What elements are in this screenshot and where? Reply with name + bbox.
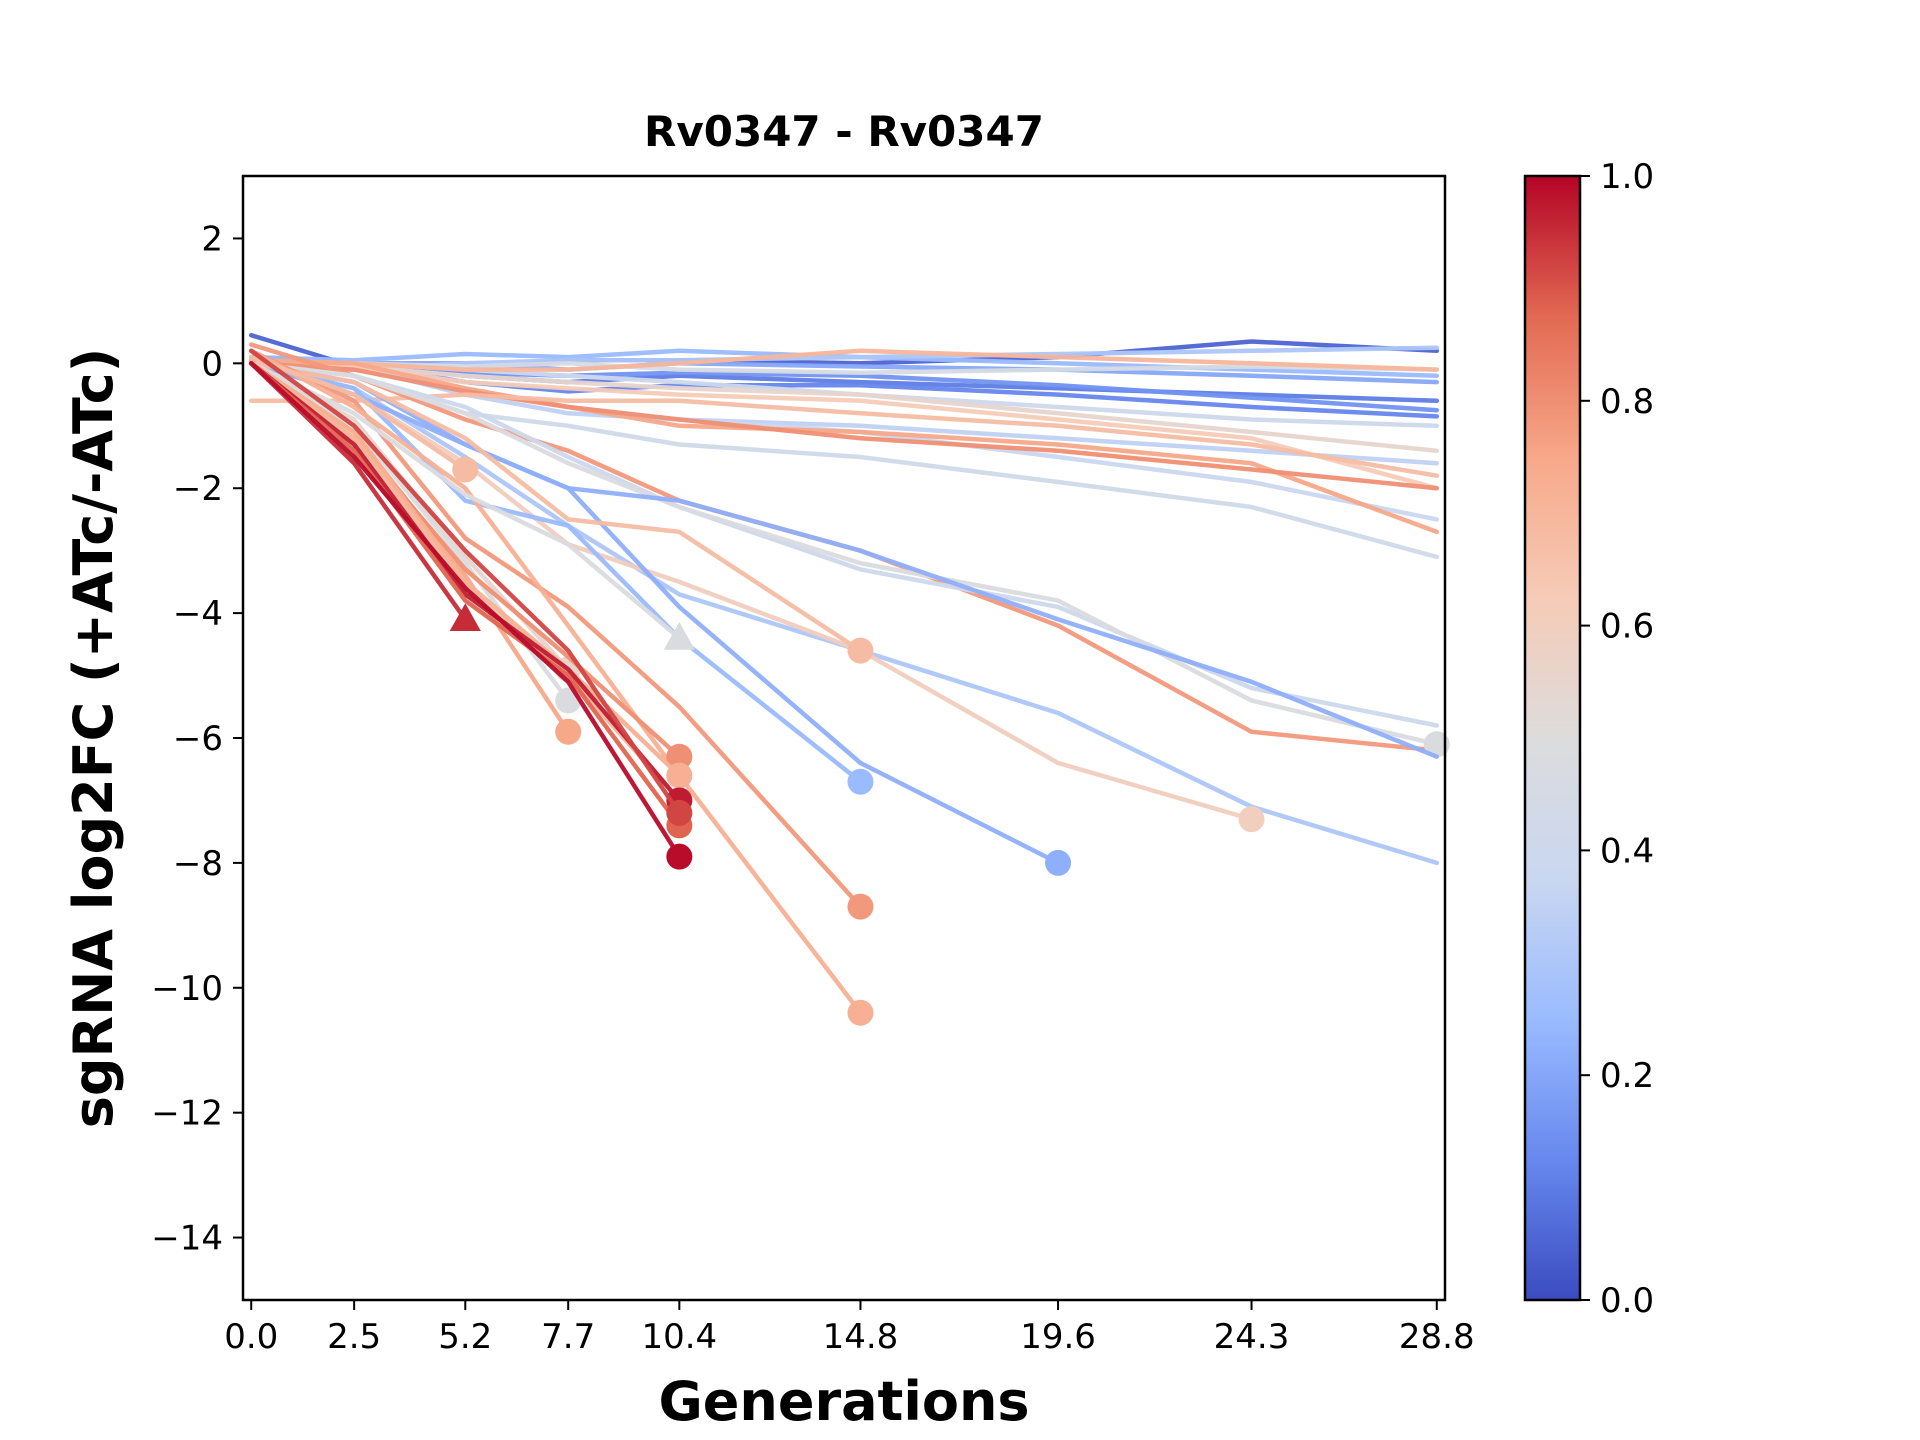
y-axis: 2 0 −2 −4 −6 −8 −10 −12 −14 <box>151 219 243 1259</box>
x-axis-label: Generations <box>658 1370 1029 1433</box>
series-line <box>248 354 468 472</box>
series-line <box>248 348 863 909</box>
colorbar-tick-label: 1.0 <box>1600 157 1654 197</box>
series-end-marker <box>666 843 693 870</box>
y-tick-label: 2 <box>201 219 223 259</box>
series-end-marker <box>1238 806 1265 833</box>
x-axis: 0.0 2.5 5.2 7.7 10.4 14.8 19.6 24.3 28.8 <box>224 1300 1475 1357</box>
plot-series-group <box>248 332 1450 1026</box>
y-tick-label: 0 <box>201 344 223 384</box>
colorbar-tick-label: 0.2 <box>1600 1056 1654 1096</box>
x-tick-label: 5.2 <box>438 1317 492 1357</box>
series-line <box>248 348 682 816</box>
series-line <box>248 357 1440 535</box>
plot-frame <box>241 174 1447 1302</box>
x-tick-label: 28.8 <box>1399 1317 1475 1357</box>
colorbar-tick-label: 0.6 <box>1600 607 1654 647</box>
series-end-marker <box>847 893 874 920</box>
series-line <box>248 348 1440 372</box>
x-tick-label: 0.0 <box>224 1317 278 1357</box>
series-line <box>248 361 682 828</box>
series-end-marker <box>449 603 481 632</box>
y-tick-label: −12 <box>151 1094 223 1134</box>
y-tick-label: −6 <box>173 719 223 759</box>
series-end-marker <box>847 999 874 1026</box>
x-tick-label: 14.8 <box>823 1317 899 1357</box>
y-tick-label: −14 <box>151 1219 223 1259</box>
series-end-marker <box>666 743 693 770</box>
series-line <box>248 361 1440 491</box>
series-end-marker <box>452 456 479 483</box>
series-end-marker <box>666 799 693 826</box>
series-line <box>248 361 682 859</box>
x-tick-label: 24.3 <box>1214 1317 1290 1357</box>
y-tick-label: −8 <box>173 844 223 884</box>
series-line <box>248 361 863 653</box>
y-tick-label: −2 <box>173 469 223 509</box>
series-line <box>248 361 863 784</box>
series-end-marker <box>847 768 874 795</box>
series-end-marker <box>847 637 874 664</box>
series-end-marker <box>663 621 695 650</box>
y-tick-label: −10 <box>151 969 223 1009</box>
colorbar-tick-label: 0.8 <box>1600 382 1654 422</box>
colorbar <box>1523 174 1582 1302</box>
series-line <box>248 361 1440 747</box>
series-end-marker <box>1045 849 1072 876</box>
series-end-marker <box>666 762 693 789</box>
y-tick-label: −4 <box>173 594 223 634</box>
colorbar-tick-label: 0.4 <box>1600 831 1654 871</box>
x-tick-label: 19.6 <box>1020 1317 1096 1357</box>
series-end-marker <box>555 718 582 745</box>
series-line <box>248 361 682 803</box>
y-axis-label: sgRNA log2FC (+ATc/-ATc) <box>62 348 125 1129</box>
colorbar-tick-label: 0.0 <box>1600 1281 1654 1321</box>
x-tick-label: 10.4 <box>641 1317 717 1357</box>
series-end-marker <box>1423 731 1450 758</box>
chart-title: Rv0347 - Rv0347 <box>644 107 1044 156</box>
series-line <box>248 348 863 1016</box>
x-tick-label: 7.7 <box>541 1317 595 1357</box>
colorbar-axis: 0.0 0.2 0.4 0.6 0.8 1.0 <box>1580 157 1654 1321</box>
x-tick-label: 2.5 <box>327 1317 381 1357</box>
series-line <box>248 361 682 641</box>
